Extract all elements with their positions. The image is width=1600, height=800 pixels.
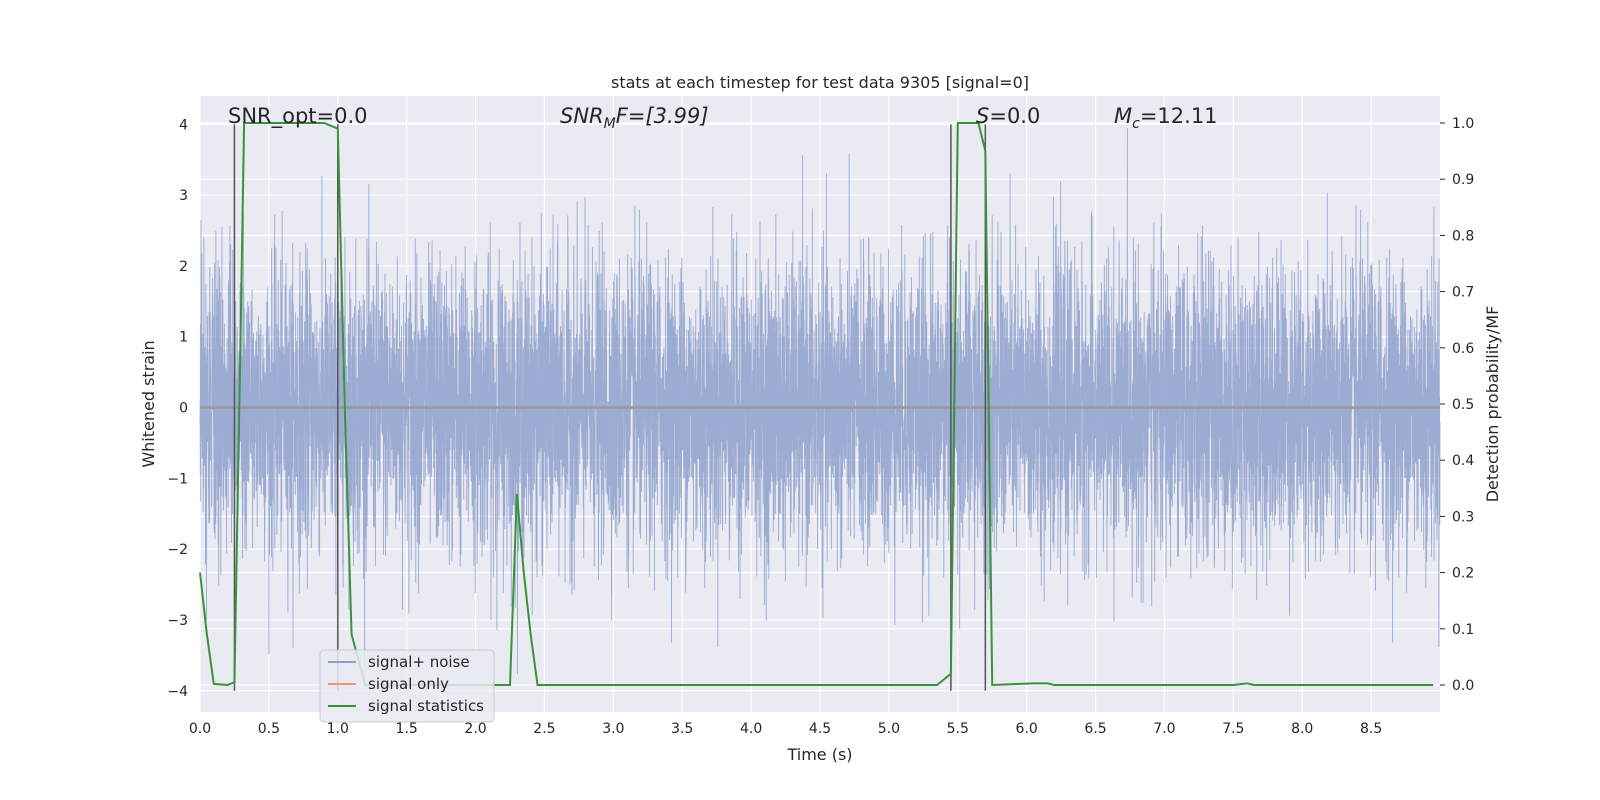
x-tick-label: 8.0	[1291, 721, 1313, 737]
annotation-s: S=0.0	[976, 104, 1040, 128]
annotation-s-main: S	[976, 104, 989, 128]
y-right-tick-label: 0.5	[1452, 397, 1474, 413]
y-left-tick-label: −3	[167, 613, 188, 629]
legend-label-signal-only: signal only	[368, 675, 449, 693]
x-tick-label: 6.5	[1084, 721, 1106, 737]
legend-label-signal-noise: signal+ noise	[368, 653, 470, 671]
y-left-tick-label: −1	[167, 471, 188, 487]
x-tick-label: 0.5	[258, 721, 280, 737]
y-right-tick-label: 0.6	[1452, 341, 1474, 357]
legend-box	[319, 649, 495, 723]
y-right-tick-label: 0.4	[1452, 453, 1474, 469]
annotation-mc-sub: c	[1132, 116, 1140, 132]
annotation-snr-mf-main: SNR	[560, 104, 604, 128]
x-tick-label: 2.0	[464, 721, 486, 737]
x-axis-title: Time (s)	[786, 745, 852, 764]
x-tick-label: 1.5	[396, 721, 418, 737]
x-tick-label: 6.0	[1016, 721, 1038, 737]
annotation-snr-mf-rest: F=[3.99]	[616, 104, 709, 128]
signal-statistics-series	[199, 121, 1434, 687]
y-right-tick-label: 0.7	[1452, 285, 1474, 301]
y-right-tick-label: 0.3	[1452, 509, 1474, 525]
annotation-s-rest: =0.0	[989, 104, 1040, 128]
y-right-tick-label: 0.8	[1452, 228, 1474, 244]
y-right-tick-label: 0.0	[1452, 678, 1474, 694]
x-tick-label: 1.0	[327, 721, 349, 737]
y-right-tick-label: 1.0	[1452, 116, 1474, 132]
x-tick-label: 3.0	[602, 721, 624, 737]
x-tick-label: 5.5	[947, 721, 969, 737]
signal-noise-series	[199, 127, 1441, 688]
annotation-snr-mf: SNRMF=[3.99]	[560, 104, 709, 132]
y-left-tick-label: 2	[179, 259, 188, 275]
y-axis-right-title: Detection probability/MF	[1483, 306, 1502, 503]
y-right-tick-label: 0.1	[1452, 622, 1474, 638]
y-right-tick-label: 0.2	[1452, 566, 1474, 582]
y-left-tick-label: 1	[179, 330, 188, 346]
tick-labels: 0.0 0.5 1.0 1.5 2.0 2.5 3.0 3.5 4.0 4.5 5.0 5.5 6.0 6…	[167, 116, 1474, 737]
y-right-tick-label: 0.9	[1452, 172, 1474, 188]
x-tick-label: 4.5	[809, 721, 831, 737]
x-tick-label: 7.5	[1222, 721, 1244, 737]
x-tick-label: 7.0	[1153, 721, 1175, 737]
x-tick-label: 2.5	[533, 721, 555, 737]
annotation-mc-rest: =12.11	[1140, 104, 1218, 128]
x-tick-label: 4.0	[740, 721, 762, 737]
y-axis-left-title: Whitened strain	[139, 340, 158, 467]
signal-noise-line	[199, 127, 1441, 688]
y-left-tick-label: 0	[179, 401, 188, 417]
annotation-snr-opt: SNR_opt=0.0	[228, 104, 368, 129]
chart-title: stats at each timestep for test data 930…	[611, 73, 1029, 92]
legend: signal+ noise signal only signal statist…	[319, 649, 495, 723]
y-left-tick-label: 3	[179, 188, 188, 204]
y-left-tick-label: −2	[167, 542, 188, 558]
x-tick-label: 5.0	[878, 721, 900, 737]
annotation-mc: Mc=12.11	[1114, 104, 1218, 132]
y-left-tick-label: 4	[179, 117, 188, 133]
x-tick-label: 8.5	[1360, 721, 1382, 737]
annotation-mc-main: M	[1114, 104, 1132, 128]
annotation-snr-mf-sub: M	[604, 116, 616, 132]
y-left-tick-label: −4	[167, 684, 188, 700]
legend-label-signal-statistics: signal statistics	[368, 697, 484, 715]
x-tick-label: 0.0	[189, 721, 211, 737]
x-tick-label: 3.5	[671, 721, 693, 737]
